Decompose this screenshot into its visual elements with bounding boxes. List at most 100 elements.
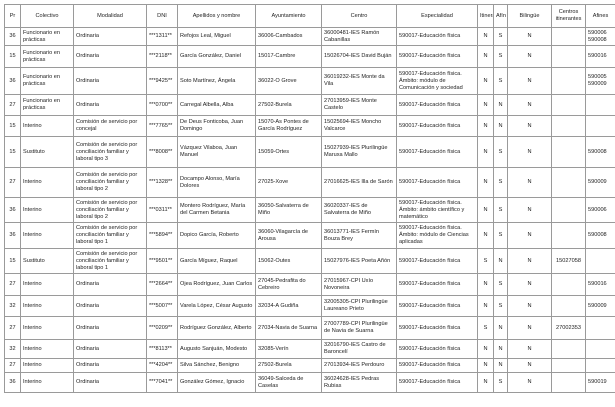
header-bilingue: Bilingüe: [507, 4, 552, 28]
table-row: 27 Interino Ordinaria ***0209** Rodríguez Go…: [4, 316, 615, 340]
cell-centro: 36019232-IES Monte da Vila: [321, 67, 397, 95]
cell-pr: 15: [4, 248, 21, 274]
cell-pr: 36: [4, 222, 21, 249]
cell-afin: S: [493, 45, 508, 68]
cell-especialidad: 590017-Educación física: [396, 45, 478, 68]
cell-afin: S: [493, 197, 508, 223]
cell-itinerante: S: [477, 316, 494, 340]
cell-afin: N: [493, 248, 508, 274]
cell-afin: N: [493, 358, 508, 373]
cell-colectivo: Interino: [20, 115, 74, 137]
cell-afin: S: [493, 273, 508, 296]
cell-afines: 590008: [585, 222, 615, 249]
cell-dni: ***5007**: [146, 295, 178, 317]
cell-especialidad: 590017-Educación física: [396, 167, 478, 198]
table-row: 27 Funcionario en prácticas Ordinaria ***07…: [4, 94, 615, 116]
cell-ayuntamiento: 36060-Vilagarcía de Arousa: [255, 222, 322, 249]
cell-colectivo: Interino: [20, 339, 74, 359]
cell-afines: 590016: [585, 273, 615, 296]
cell-especialidad: 590017-Educación física: [396, 136, 478, 168]
cell-ayuntamiento: 36006-Cambados: [255, 27, 322, 46]
header-centro: Centro: [321, 4, 397, 28]
table-row: 15 Sustituto Comisión de servicio por conc…: [4, 248, 615, 274]
cell-centros-itinerantes: [551, 115, 586, 137]
cell-afines: 590009: [585, 295, 615, 317]
cell-itinerante: N: [477, 136, 494, 168]
cell-afines: 590016: [585, 45, 615, 68]
cell-dni: ***9425**: [146, 67, 178, 95]
cell-afines: 590006 590008: [585, 27, 615, 46]
cell-itinerante: N: [477, 45, 494, 68]
cell-dni: ***1328**: [146, 167, 178, 198]
cell-ayuntamiento: 15070-As Pontes de García Rodríguez: [255, 115, 322, 137]
cell-modalidad: Ordinaria: [73, 339, 147, 359]
cell-afines: [585, 94, 615, 116]
cell-ayuntamiento: 27034-Navia de Suarna: [255, 316, 322, 340]
cell-centros-itinerantes: [551, 273, 586, 296]
cell-modalidad: Ordinaria: [73, 27, 147, 46]
cell-especialidad: 590017-Educación física. Ámbito: módulo …: [396, 222, 478, 249]
cell-centros-itinerantes: [551, 94, 586, 116]
cell-colectivo: Funcionario en prácticas: [20, 45, 74, 68]
cell-colectivo: Sustituto: [20, 248, 74, 274]
cell-colectivo: Interino: [20, 372, 74, 393]
header-itinerante: Itinerante: [477, 4, 494, 28]
cell-bilingue: N: [507, 295, 552, 317]
cell-dni: ***9501**: [146, 248, 178, 274]
cell-dni: ***2664**: [146, 273, 178, 296]
cell-centro: 32016790-IES Castro de Baroncelí: [321, 339, 397, 359]
cell-dni: ***0209**: [146, 316, 178, 340]
cell-ayuntamiento: 27502-Burela: [255, 358, 322, 373]
cell-dni: ***1311**: [146, 27, 178, 46]
cell-afines: [585, 339, 615, 359]
cell-pr: 36: [4, 372, 21, 393]
cell-dni: ***8113**: [146, 339, 178, 359]
cell-modalidad: Ordinaria: [73, 273, 147, 296]
table-row: 32 Interino Ordinaria ***5007** Varela López…: [4, 295, 615, 317]
cell-colectivo: Interino: [20, 316, 74, 340]
cell-itinerante: N: [477, 358, 494, 373]
table-row: 36 Funcionario en prácticas Ordinaria ***94…: [4, 67, 615, 95]
cell-ayuntamiento: 36022-O Grove: [255, 67, 322, 95]
cell-apellidos-nombre: Vázquez Vilaboa, Juan Manuel: [177, 136, 256, 168]
results-table: Pr Colectivo Modalidad DNI Apellidos y nombr…: [4, 4, 615, 393]
cell-centros-itinerantes: [551, 372, 586, 393]
cell-modalidad: Comisión de servicio por conciliación fa…: [73, 197, 147, 223]
cell-colectivo: Funcionario en prácticas: [20, 94, 74, 116]
cell-itinerante: N: [477, 94, 494, 116]
cell-pr: 27: [4, 94, 21, 116]
header-row: Pr Colectivo Modalidad DNI Apellidos y nombr…: [4, 4, 615, 28]
cell-especialidad: 590017-Educación física. Ámbito: módulo …: [396, 67, 478, 95]
cell-centros-itinerantes: [551, 358, 586, 373]
cell-apellidos-nombre: Dopico García, Roberto: [177, 222, 256, 249]
cell-centros-itinerantes: [551, 167, 586, 198]
cell-apellidos-nombre: Augusto Sanjuán, Modesto: [177, 339, 256, 359]
cell-especialidad: 590017-Educación física: [396, 295, 478, 317]
cell-especialidad: 590017-Educación física: [396, 358, 478, 373]
table-row: 15 Sustituto Comisión de servicio por conc…: [4, 136, 615, 168]
cell-apellidos-nombre: García González, Daniel: [177, 45, 256, 68]
cell-afines: 590009: [585, 167, 615, 198]
cell-dni: ***4204**: [146, 358, 178, 373]
cell-itinerante: N: [477, 115, 494, 137]
cell-apellidos-nombre: Docampo Alonso, María Dolores: [177, 167, 256, 198]
cell-bilingue: N: [507, 27, 552, 46]
cell-afin: N: [493, 94, 508, 116]
cell-centro: 15027976-IES Poeta Añón: [321, 248, 397, 274]
cell-dni: ***0700**: [146, 94, 178, 116]
table-row: 27 Interino Ordinaria ***2664** Ojea Rodrígu…: [4, 273, 615, 296]
cell-especialidad: 590017-Educación física: [396, 94, 478, 116]
header-colectivo: Colectivo: [20, 4, 74, 28]
cell-modalidad: Comisión de servicio por conciliación fa…: [73, 222, 147, 249]
cell-pr: 32: [4, 295, 21, 317]
cell-centro: 36020337-IES de Salvaterra de Miño: [321, 197, 397, 223]
cell-bilingue: N: [507, 316, 552, 340]
header-centros-itinerantes: Centros itinerantes: [551, 4, 586, 28]
table-row: 36 Interino Ordinaria ***7041** González Góm…: [4, 372, 615, 393]
cell-centro: 27007789-CPI Plurilingüe de Navia de Sua…: [321, 316, 397, 340]
cell-pr: 32: [4, 339, 21, 359]
cell-itinerante: N: [477, 197, 494, 223]
cell-centros-itinerantes: [551, 339, 586, 359]
cell-afines: 590005 590009: [585, 67, 615, 95]
cell-apellidos-nombre: González Gómez, Ignacio: [177, 372, 256, 393]
